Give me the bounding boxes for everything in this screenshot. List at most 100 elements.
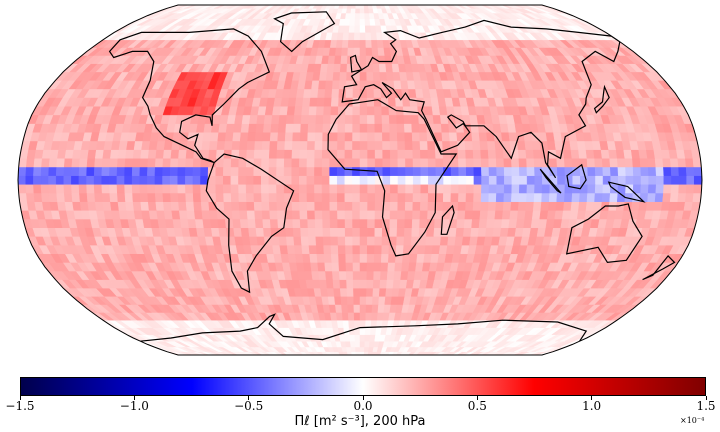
field-cell: [365, 296, 374, 305]
field-cell: [594, 158, 603, 168]
field-cell: [224, 132, 234, 142]
field-cell: [464, 210, 474, 220]
field-cell: [163, 210, 174, 220]
field-cell: [18, 192, 28, 202]
field-cell: [344, 192, 353, 202]
field-cell: [291, 140, 301, 150]
field-cell: [364, 25, 372, 33]
field-cell: [501, 218, 511, 228]
field-cell: [154, 192, 164, 202]
field-cell: [671, 175, 680, 185]
field-cell: [525, 149, 535, 159]
field-cell: [515, 218, 526, 228]
field-cell: [693, 175, 702, 185]
field-cell: [332, 279, 341, 289]
field-cell: [25, 166, 35, 176]
field-cell: [472, 210, 481, 220]
field-cell: [609, 158, 619, 168]
field-cell: [411, 218, 421, 228]
field-cell: [155, 149, 165, 159]
field-cell: [393, 80, 402, 90]
field-cell: [385, 63, 394, 73]
field-cell: [178, 149, 188, 159]
field-cell: [367, 227, 376, 237]
field-cell: [433, 123, 443, 133]
field-cell: [349, 334, 356, 342]
field-cell: [359, 132, 368, 142]
field-cell: [147, 192, 157, 202]
field-cell: [269, 132, 279, 142]
field-cell: [454, 236, 464, 246]
field-cell: [517, 149, 527, 159]
field-cell: [292, 132, 301, 142]
field-cell: [285, 236, 295, 246]
field-cell: [366, 270, 375, 280]
field-cell: [261, 149, 270, 159]
field-cell: [192, 166, 201, 176]
field-cell: [492, 227, 502, 237]
field-cell: [373, 270, 382, 280]
field-cell: [435, 201, 444, 211]
field-cell: [648, 175, 657, 185]
field-cell: [102, 149, 112, 159]
field-cell: [238, 175, 247, 185]
field-cell: [655, 175, 665, 185]
field-cell: [359, 351, 365, 355]
field-cell: [555, 201, 565, 211]
field-cell: [450, 175, 459, 185]
field-cell: [448, 227, 457, 237]
field-cell: [224, 140, 233, 150]
field-cell: [395, 244, 405, 255]
field-cell: [534, 175, 543, 185]
field-cell: [477, 227, 487, 237]
field-cell: [632, 184, 642, 194]
field-cell: [638, 149, 648, 159]
field-cell: [365, 32, 372, 41]
field-cell: [78, 166, 88, 176]
field-cell: [339, 279, 348, 289]
field-cell: [298, 184, 308, 194]
field-cell: [374, 201, 383, 211]
field-cell: [534, 184, 543, 194]
field-cell: [132, 158, 141, 168]
field-cell: [78, 175, 87, 185]
field-cell: [147, 175, 156, 185]
field-cell: [207, 184, 217, 194]
field-cell: [246, 140, 256, 150]
field-cell: [335, 312, 344, 321]
field-cell: [388, 97, 397, 107]
field-cell: [389, 132, 398, 142]
field-cell: [374, 123, 383, 133]
field-cell: [678, 184, 687, 194]
field-cell: [26, 158, 35, 168]
field-cell: [448, 123, 457, 133]
field-cell: [272, 244, 282, 255]
field-cell: [526, 175, 535, 185]
field-cell: [238, 166, 247, 176]
field-cell: [247, 132, 257, 142]
field-cell: [380, 262, 389, 272]
field-cell: [306, 192, 315, 202]
field-cell: [286, 105, 296, 116]
field-cell: [633, 175, 642, 185]
field-cell: [412, 166, 422, 176]
field-cell: [283, 158, 293, 168]
field-cell: [377, 47, 386, 56]
field-cell: [685, 166, 695, 176]
field-cell: [268, 158, 278, 168]
field-cell: [615, 149, 626, 159]
colorbar-tick-label: 1.0: [582, 399, 602, 413]
field-cell: [640, 175, 649, 185]
field-cell: [325, 80, 334, 90]
field-cell: [268, 149, 278, 159]
field-cell: [124, 158, 134, 168]
field-cell: [314, 140, 323, 150]
field-cell: [359, 287, 367, 297]
field-cell: [647, 158, 657, 168]
field-cell: [310, 88, 319, 98]
field-cell: [677, 158, 687, 168]
field-cell: [354, 25, 361, 33]
field-cell: [192, 158, 202, 168]
field-cell: [654, 192, 664, 202]
field-cells: [18, 5, 702, 355]
